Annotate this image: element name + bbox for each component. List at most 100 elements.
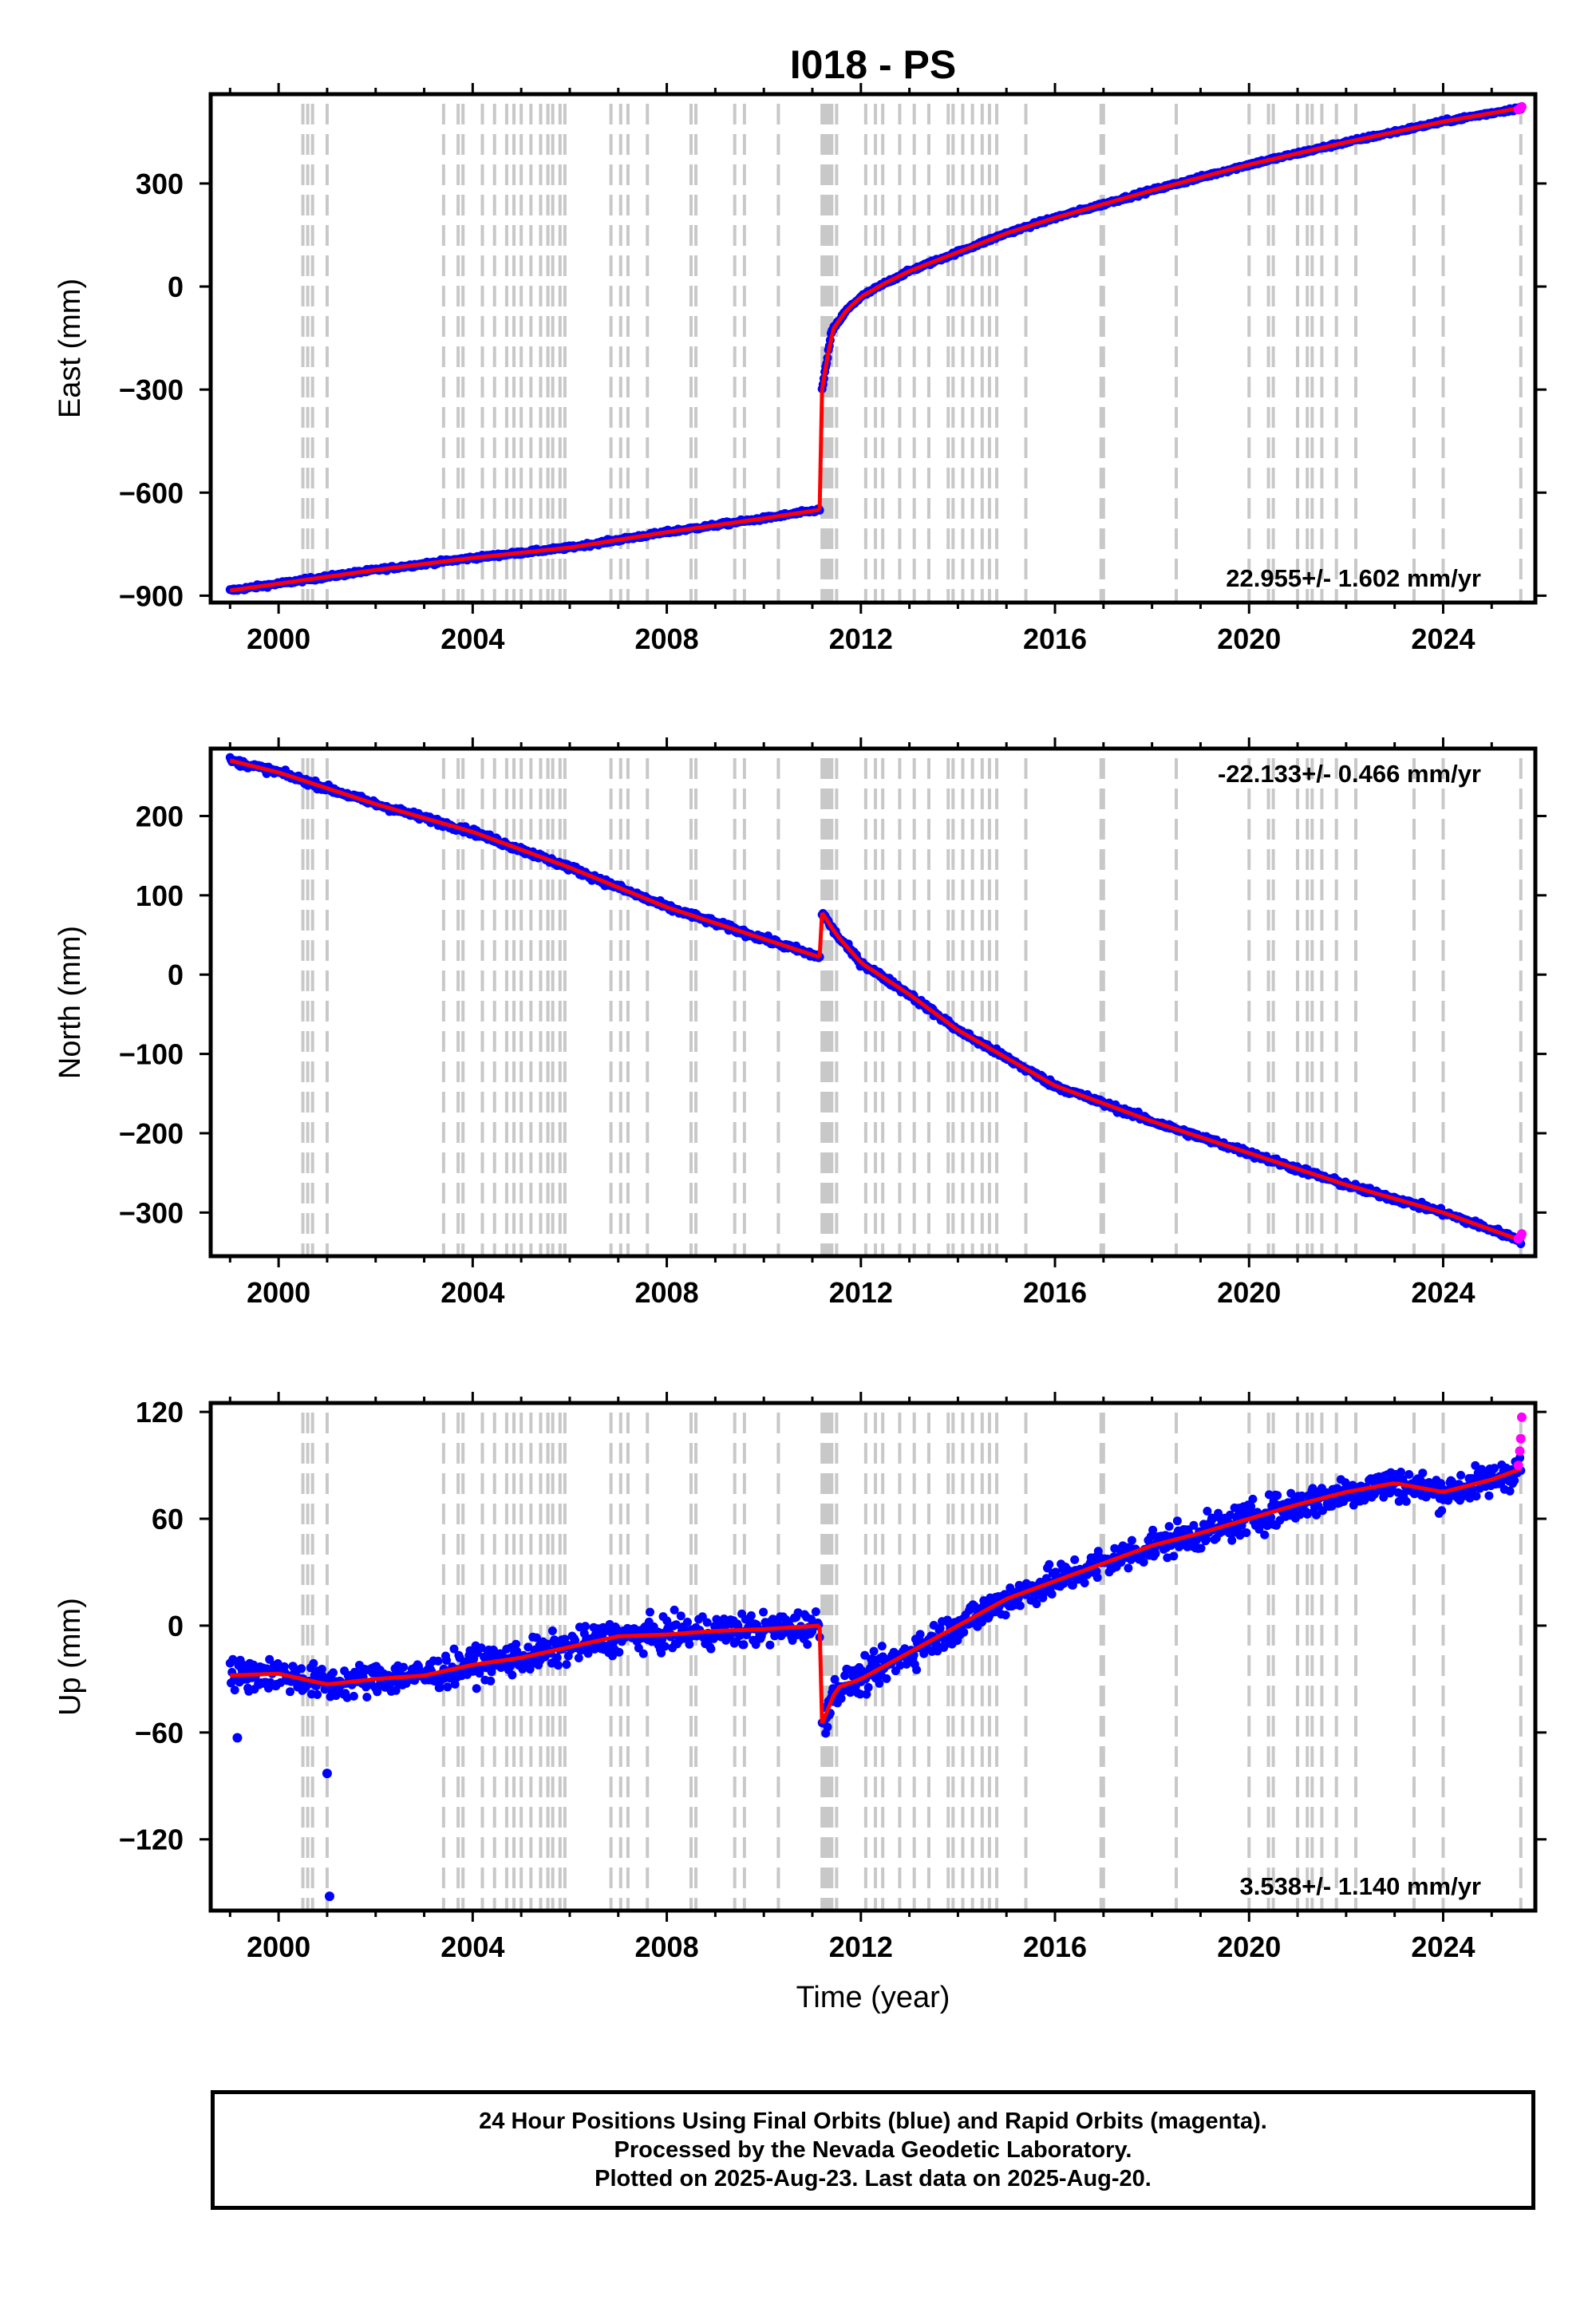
chart-title: I018 - PS bbox=[790, 42, 956, 87]
data-point bbox=[657, 1648, 666, 1658]
y-tick-label: 0 bbox=[168, 271, 184, 303]
data-point bbox=[1148, 1525, 1158, 1535]
data-point bbox=[676, 1611, 685, 1621]
data-point bbox=[915, 1630, 925, 1639]
data-point bbox=[1045, 1559, 1054, 1569]
data-point bbox=[1510, 1476, 1519, 1485]
data-point bbox=[1437, 1506, 1447, 1516]
data-point bbox=[476, 1643, 486, 1653]
data-point bbox=[531, 1633, 541, 1642]
data-point bbox=[1444, 1496, 1453, 1505]
y-tick-label: 60 bbox=[152, 1503, 184, 1535]
data-point bbox=[823, 1722, 832, 1732]
data-point bbox=[1260, 1530, 1270, 1539]
data-point bbox=[685, 1639, 694, 1649]
data-point bbox=[830, 1674, 839, 1684]
model-line-pre bbox=[229, 758, 820, 959]
data-point bbox=[574, 1654, 583, 1662]
data-point bbox=[1264, 1490, 1274, 1500]
data-point bbox=[547, 1626, 557, 1635]
data-point bbox=[1401, 1496, 1411, 1506]
data-point bbox=[746, 1611, 756, 1620]
data-point bbox=[1472, 1492, 1481, 1501]
data-point bbox=[1505, 1486, 1515, 1496]
plot-area-north bbox=[225, 753, 1527, 1256]
data-point bbox=[1246, 1502, 1256, 1512]
data-point bbox=[1471, 1460, 1480, 1470]
rapid-orbit-point bbox=[1516, 101, 1527, 112]
panel-up: −120 −60 0 60 120 2000 2004 2008 2012 2016 2020 202… bbox=[53, 1392, 1547, 1963]
x-tick-label: 2024 bbox=[1411, 1931, 1475, 1963]
footer-line-3: Plotted on 2025-Aug-23. Last data on 202… bbox=[595, 2166, 1152, 2192]
data-point bbox=[877, 1642, 887, 1651]
footer-box: 24 Hour Positions Using Final Orbits (bl… bbox=[211, 2090, 1535, 2210]
plot-area-east bbox=[225, 101, 1527, 603]
rapid-orbit-point bbox=[1516, 1229, 1527, 1239]
x-tick-label: 2024 bbox=[1411, 622, 1475, 655]
data-point bbox=[706, 1644, 716, 1654]
x-tick-label: 2008 bbox=[635, 1931, 699, 1963]
data-point bbox=[486, 1676, 496, 1686]
x-tick-label: 2016 bbox=[1023, 622, 1087, 655]
rate-label: 22.955+/- 1.602 mm/yr bbox=[1226, 564, 1481, 592]
data-point bbox=[978, 1618, 987, 1626]
data-point bbox=[523, 1642, 533, 1652]
data-point bbox=[1418, 1468, 1428, 1478]
data-point bbox=[660, 1642, 670, 1651]
data-point bbox=[875, 1678, 884, 1688]
footer-line-2: Processed by the Nevada Geodetic Laborat… bbox=[614, 2137, 1132, 2163]
data-point bbox=[683, 1618, 692, 1626]
x-tick-label: 2000 bbox=[247, 1276, 310, 1309]
data-point bbox=[1297, 1491, 1306, 1500]
model-line-offset bbox=[817, 389, 824, 510]
data-point bbox=[609, 1638, 618, 1647]
outlier-point bbox=[324, 1891, 334, 1902]
data-point bbox=[1203, 1507, 1212, 1516]
panel-frame bbox=[208, 1401, 1538, 1913]
data-point bbox=[342, 1693, 352, 1702]
data-point bbox=[855, 1690, 865, 1699]
x-tick-label: 2008 bbox=[635, 622, 699, 655]
data-point bbox=[443, 1682, 452, 1692]
rapid-orbit-point bbox=[1516, 1412, 1527, 1422]
data-point bbox=[1227, 1535, 1237, 1545]
panel-frame bbox=[208, 746, 1538, 1259]
data-point bbox=[399, 1662, 409, 1672]
data-point bbox=[912, 1665, 922, 1674]
data-point bbox=[1189, 1520, 1199, 1530]
data-point bbox=[1484, 1491, 1494, 1500]
data-point bbox=[313, 1690, 322, 1699]
y-tick-label: 0 bbox=[168, 958, 184, 991]
x-tick-label: 2012 bbox=[829, 622, 893, 655]
data-point bbox=[862, 1690, 871, 1699]
model-line-post bbox=[820, 1467, 1522, 1725]
data-point bbox=[487, 1667, 496, 1677]
data-point bbox=[739, 1640, 749, 1650]
y-tick-label: −600 bbox=[119, 476, 184, 509]
y-tick-label: −60 bbox=[135, 1717, 184, 1749]
rapid-orbit-point bbox=[1515, 1433, 1526, 1444]
panel-north: −300 −200 −100 0 100 200 2000 2004 2008 2012 2016 2… bbox=[53, 737, 1547, 1309]
data-point bbox=[1080, 1579, 1089, 1587]
data-point bbox=[552, 1653, 562, 1662]
data-point bbox=[362, 1693, 372, 1701]
data-point bbox=[1127, 1535, 1136, 1545]
data-point bbox=[1139, 1558, 1148, 1567]
data-point bbox=[455, 1653, 464, 1662]
x-tick-label: 2004 bbox=[440, 622, 504, 655]
data-point bbox=[297, 1664, 306, 1674]
data-point bbox=[286, 1687, 294, 1697]
x-tick-label: 2000 bbox=[247, 1931, 310, 1963]
data-point bbox=[803, 1640, 812, 1649]
data-point bbox=[442, 1656, 452, 1665]
y-tick-label: −300 bbox=[119, 373, 184, 406]
data-point bbox=[1196, 1543, 1206, 1553]
data-point bbox=[638, 1649, 648, 1658]
y-tick-label: 120 bbox=[136, 1396, 184, 1429]
y-tick-label: 0 bbox=[168, 1610, 184, 1642]
data-point bbox=[1169, 1551, 1179, 1561]
data-point bbox=[1266, 1512, 1276, 1522]
model-line-post bbox=[820, 911, 1522, 1243]
data-point bbox=[562, 1660, 571, 1670]
x-tick-label: 2000 bbox=[247, 622, 310, 655]
